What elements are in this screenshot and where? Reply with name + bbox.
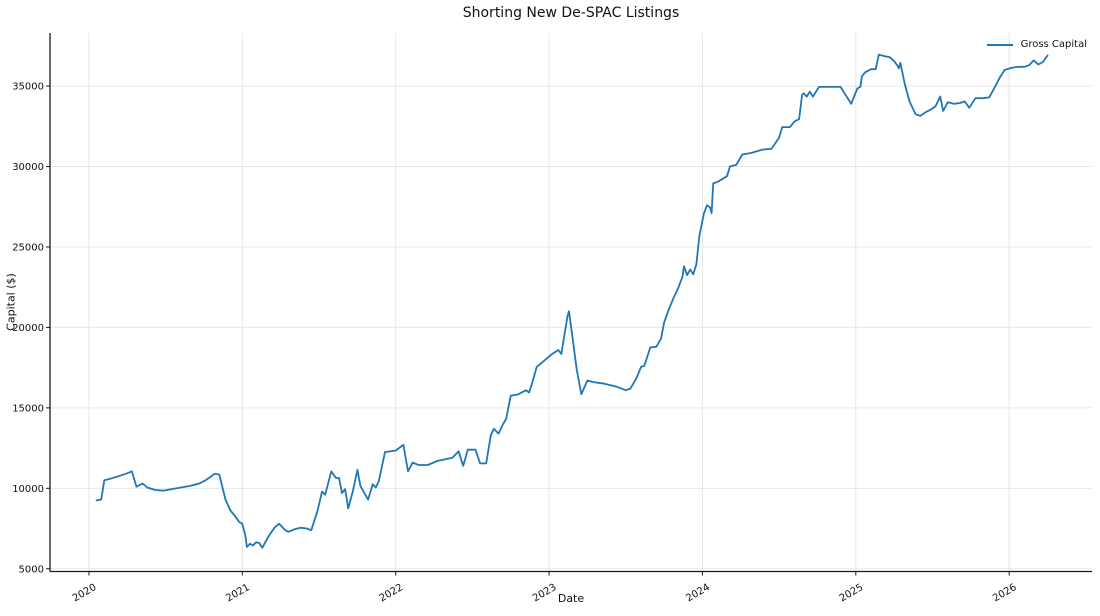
y-tick-label: 10000 <box>12 484 44 495</box>
y-axis-title: Capital ($) <box>4 273 18 331</box>
y-tick-label: 20000 <box>12 323 44 334</box>
series-line-gross-capital <box>95 53 1049 549</box>
legend-label: Gross Capital <box>1020 39 1087 50</box>
y-tick-label: 25000 <box>12 242 44 253</box>
chart-title: Shorting New De-SPAC Listings <box>462 5 680 21</box>
legend-line-sample <box>986 43 1013 46</box>
y-tick-label: 5000 <box>19 564 44 575</box>
y-tick-label: 15000 <box>12 403 44 414</box>
legend: Gross Capital <box>986 39 1087 50</box>
y-tick-label: 35000 <box>12 82 44 93</box>
x-axis-title: Date <box>557 592 585 605</box>
y-tick-label: 30000 <box>12 162 44 173</box>
